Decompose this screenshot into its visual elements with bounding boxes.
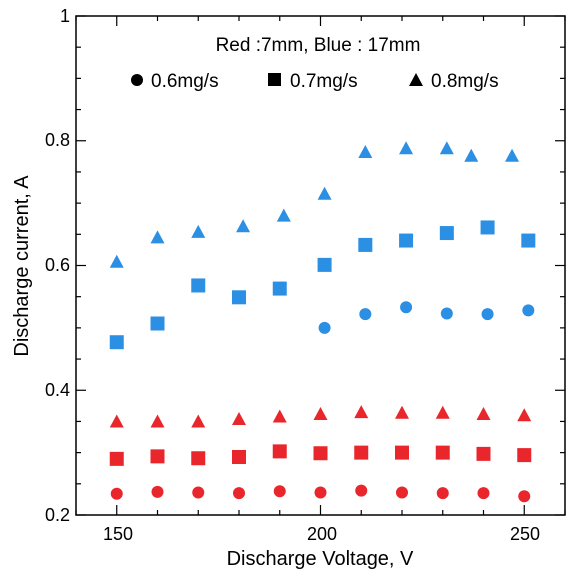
red-triangle-point	[395, 405, 409, 419]
red-square-point	[272, 444, 287, 459]
blue-triangle-point	[317, 186, 332, 200]
legend-header: Red :7mm, Blue : 17mm	[216, 35, 421, 56]
blue-triangle-point	[439, 141, 454, 155]
red-square-point	[354, 445, 369, 460]
blue-square-point	[191, 278, 206, 293]
red-circle-point	[436, 487, 449, 500]
red-triangle-point	[354, 405, 369, 419]
x-tick-labels: 150 200 250	[103, 524, 540, 544]
red-circle-point	[273, 485, 286, 498]
red-triangle-point	[435, 405, 450, 419]
legend-label: 0.6mg/s	[151, 71, 219, 92]
blue-triangle-point	[109, 254, 124, 268]
blue-triangle-point	[191, 224, 206, 238]
legend-circle-marker	[131, 74, 143, 86]
x-axis-title: Discharge Voltage, V	[227, 548, 414, 570]
red-square-point	[232, 449, 246, 464]
blue-square-point	[480, 220, 495, 235]
legend-square-marker	[268, 73, 281, 86]
blue-circle-point	[481, 308, 494, 321]
red-circle-point	[314, 486, 327, 499]
red-circle-point	[233, 487, 245, 500]
legend: Red :7mm, Blue : 17mm 0.6mg/s 0.7mg/s 0.…	[131, 35, 499, 92]
red-triangle-point	[476, 406, 491, 420]
blue-triangle-point	[150, 230, 165, 244]
red-triangle-point	[191, 414, 206, 428]
x-tick-label: 250	[510, 524, 540, 544]
red-circle-point	[477, 487, 490, 500]
x-tick-label: 150	[103, 524, 133, 544]
blue-square-point	[521, 233, 536, 248]
blue-triangle-point	[358, 144, 373, 158]
red-square-point	[517, 448, 532, 463]
legend-triangle-marker	[409, 73, 423, 86]
x-tick-label: 200	[307, 524, 337, 544]
red-triangle-point	[109, 414, 124, 428]
blue-triangle-point	[276, 208, 291, 222]
red-square-point	[191, 451, 206, 466]
y-tick-label: 1	[60, 6, 70, 26]
red-square-point	[313, 446, 328, 461]
blue-square-point	[317, 257, 332, 272]
red-triangle-point	[150, 414, 165, 428]
red-circle-point	[151, 485, 164, 498]
red-square-point	[150, 449, 165, 464]
y-tick-label: 0.6	[45, 255, 70, 275]
red-circle-point	[396, 486, 408, 499]
blue-square-point	[232, 290, 246, 305]
y-tick-label: 0.2	[45, 505, 70, 525]
data-points	[109, 141, 536, 503]
axis-ticks	[75, 15, 566, 516]
blue-circle-point	[440, 307, 453, 320]
blue-circle-point	[522, 304, 535, 317]
red-circle-point	[192, 486, 205, 499]
legend-label: 0.8mg/s	[431, 71, 499, 92]
blue-square-point	[439, 226, 454, 241]
blue-triangle-point	[505, 148, 520, 162]
red-triangle-point	[232, 411, 246, 425]
blue-square-point	[150, 316, 165, 331]
y-tick-labels: 0.2 0.4 0.6 0.8 1	[45, 6, 70, 525]
red-square-point	[476, 446, 491, 461]
blue-circle-point	[359, 308, 372, 321]
red-triangle-point	[313, 406, 328, 420]
y-axis-title: Discharge current, A	[11, 175, 33, 357]
red-circle-point	[518, 490, 531, 503]
red-square-point	[435, 445, 450, 460]
blue-square-point	[358, 237, 373, 252]
blue-square-point	[109, 335, 124, 350]
blue-triangle-point	[399, 141, 414, 155]
blue-circle-point	[400, 301, 413, 314]
red-triangle-point	[517, 408, 532, 422]
red-triangle-point	[272, 409, 287, 423]
red-circle-point	[110, 487, 123, 500]
red-square-point	[395, 445, 409, 460]
blue-triangle-point	[236, 219, 251, 233]
legend-label: 0.7mg/s	[290, 71, 358, 92]
red-square-point	[109, 451, 124, 466]
blue-square-point	[272, 281, 287, 296]
blue-circle-point	[318, 321, 331, 334]
blue-triangle-point	[464, 148, 479, 162]
y-tick-label: 0.8	[45, 130, 70, 150]
blue-square-point	[399, 233, 414, 248]
y-tick-label: 0.4	[45, 380, 70, 400]
red-circle-point	[355, 484, 368, 497]
